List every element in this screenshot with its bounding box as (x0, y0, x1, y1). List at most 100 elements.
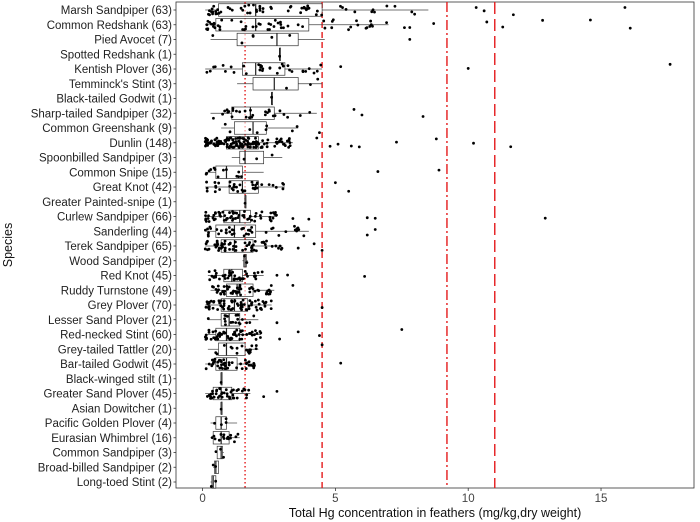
data-point (239, 293, 242, 297)
data-point (220, 18, 224, 22)
data-point (216, 308, 220, 311)
data-point (228, 230, 232, 234)
data-point (231, 247, 235, 251)
data-point (226, 306, 230, 310)
data-point (222, 330, 226, 334)
data-point (306, 4, 310, 8)
data-point (239, 287, 243, 291)
data-point (246, 136, 250, 140)
data-point (208, 9, 211, 13)
data-point (208, 394, 212, 398)
data-point (227, 274, 231, 277)
data-point (288, 5, 292, 9)
data-point (243, 4, 247, 8)
data-point (213, 26, 217, 30)
data-point (208, 69, 212, 73)
data-point (207, 305, 211, 308)
data-point (214, 271, 218, 275)
data-point (237, 321, 241, 325)
data-point (205, 70, 209, 74)
data-point (237, 139, 240, 143)
data-point (224, 140, 228, 143)
data-point (213, 421, 216, 425)
data-point (322, 19, 326, 23)
data-point (222, 274, 226, 278)
data-point (216, 396, 220, 399)
data-point (206, 217, 210, 220)
data-point (253, 239, 257, 243)
data-point (246, 142, 250, 146)
species-label: Greater Painted-snipe (1) (42, 197, 172, 209)
data-point (254, 25, 258, 28)
species-label: Kentish Plover (36) (74, 64, 172, 76)
data-point (225, 145, 229, 149)
data-point (232, 277, 236, 281)
data-point (408, 37, 412, 41)
data-point (320, 306, 324, 309)
data-point (258, 6, 262, 10)
data-point (207, 307, 211, 311)
species-label: Eurasian Whimbrel (16) (51, 433, 172, 445)
data-point (230, 300, 234, 304)
data-point (408, 26, 412, 29)
data-point (254, 277, 258, 281)
data-point (255, 332, 259, 335)
species-label: Common Sandpiper (3) (52, 448, 172, 460)
data-point (205, 180, 208, 184)
data-point (248, 299, 252, 303)
data-point (225, 217, 229, 220)
data-point (474, 6, 478, 9)
data-point (432, 22, 436, 25)
data-point (243, 201, 247, 205)
data-point (286, 64, 290, 68)
data-point (395, 140, 398, 144)
data-point (255, 10, 259, 13)
data-point (291, 217, 295, 220)
data-point (207, 214, 210, 218)
data-point (247, 232, 250, 236)
data-point (208, 13, 211, 17)
data-point (227, 285, 231, 289)
data-point (218, 211, 222, 215)
data-point (204, 333, 208, 337)
data-point (216, 364, 220, 368)
data-point (260, 183, 264, 187)
data-point (264, 128, 268, 132)
data-point (245, 333, 249, 336)
data-point (255, 308, 259, 312)
data-point (214, 465, 218, 468)
data-point (228, 242, 232, 246)
data-point (472, 141, 475, 145)
data-point (286, 115, 290, 119)
data-point (339, 4, 342, 8)
data-point (239, 6, 243, 10)
data-point (270, 7, 273, 10)
data-point (232, 244, 235, 248)
data-point (234, 321, 238, 325)
species-label: Red-necked Stint (60) (60, 330, 172, 342)
data-point (212, 22, 216, 26)
data-point (209, 299, 213, 303)
data-point (250, 286, 253, 289)
data-point (298, 114, 302, 117)
species-label: Temminck's Stint (3) (69, 79, 172, 91)
data-point (353, 10, 357, 14)
data-point (219, 381, 223, 384)
data-point (233, 274, 237, 278)
data-point (224, 323, 227, 327)
data-point (221, 290, 225, 294)
data-point (278, 109, 282, 113)
data-point (275, 321, 279, 325)
data-point (209, 397, 212, 400)
data-point (222, 391, 226, 395)
data-point (251, 25, 255, 29)
data-point (275, 137, 279, 141)
species-label: Spotted Redshank (1) (60, 49, 172, 61)
data-point (269, 307, 273, 311)
data-point (234, 313, 238, 317)
data-point (215, 228, 219, 231)
data-point (244, 115, 248, 119)
data-point (209, 485, 213, 488)
x-axis: 0 5 10 15 (199, 488, 607, 505)
data-point (274, 140, 278, 144)
